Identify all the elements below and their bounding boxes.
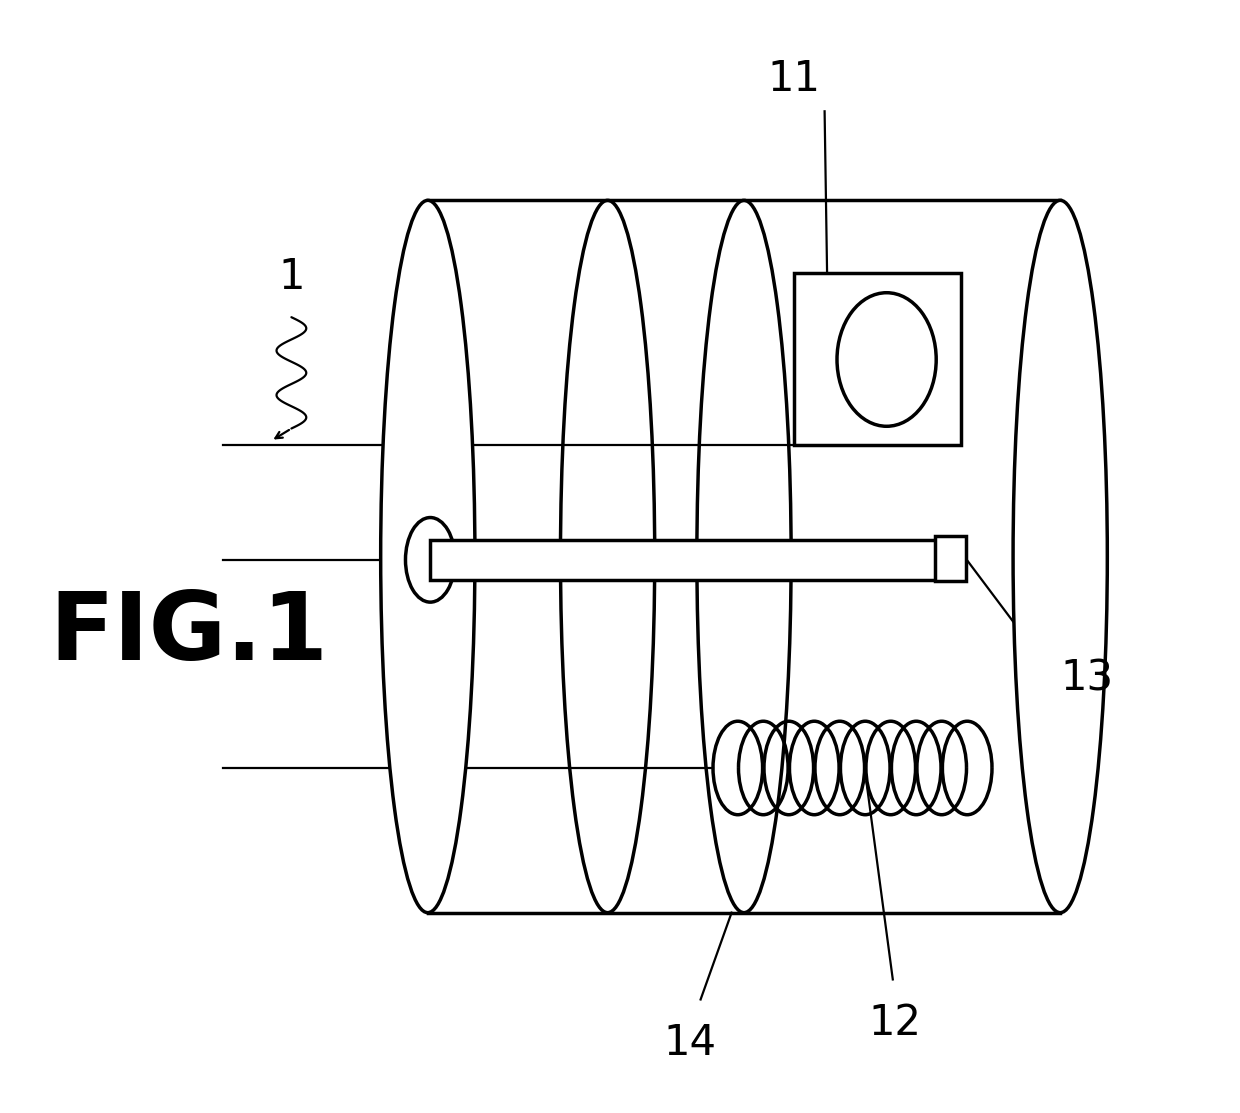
Text: FIG.1: FIG.1: [50, 589, 329, 680]
FancyBboxPatch shape: [935, 536, 966, 581]
Text: 11: 11: [768, 58, 820, 100]
FancyBboxPatch shape: [794, 273, 961, 445]
Text: 12: 12: [868, 1002, 921, 1044]
Text: 14: 14: [663, 1022, 717, 1064]
Text: 13: 13: [1060, 658, 1114, 700]
Text: 1: 1: [278, 256, 305, 298]
Ellipse shape: [381, 200, 475, 913]
FancyBboxPatch shape: [430, 540, 945, 580]
Ellipse shape: [405, 518, 455, 602]
Ellipse shape: [1013, 200, 1107, 913]
